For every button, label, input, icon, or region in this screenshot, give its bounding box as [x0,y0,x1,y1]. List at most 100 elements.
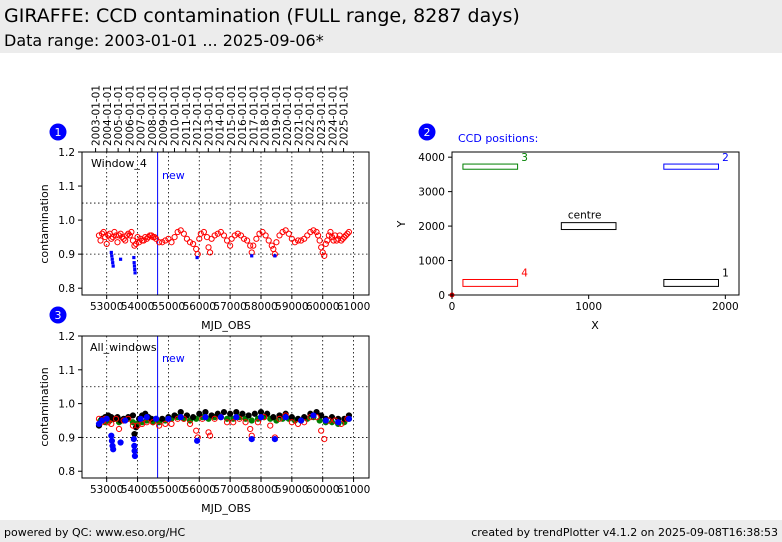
panel-3-new-label: new [162,352,185,365]
data-point [168,239,175,246]
data-point [322,240,329,248]
data-point [270,414,277,421]
top-date-label: 2015-01-01 [226,85,238,146]
x-tick-label: 61000 [337,484,370,496]
data-point [111,228,118,236]
data-point [220,232,228,239]
data-point [217,414,224,421]
data-point [345,228,353,236]
top-date-label: 2024-01-01 [327,85,339,146]
top-date-label: 2004-01-01 [102,85,114,146]
data-point [254,419,262,426]
data-point [145,234,152,241]
data-point [143,414,150,421]
data-point [318,427,325,434]
data-point [316,417,323,424]
data-point [223,419,231,426]
data-range-subtitle: Data range: 2003-01-01 ... 2025-09-06* [4,31,324,50]
data-point [304,232,311,239]
data-point [171,412,178,419]
panel-3-axis-ticks: 5300054000550005600057000580005900060000… [58,331,370,496]
data-point [114,239,121,246]
x-tick-label: 60000 [306,484,339,496]
data-point [102,234,109,241]
data-point [165,235,172,242]
footer-powered-by: powered by QC: www.eso.org/HC [4,526,186,539]
x-tick-label: 54000 [121,484,154,496]
data-point [298,237,305,244]
data-point [248,436,255,443]
data-point [162,420,169,428]
data-point [285,230,292,237]
data-point [288,414,295,421]
data-point [338,237,345,244]
data-point [271,436,278,443]
panel-1-badge-number: 1 [55,126,62,139]
data-point [180,230,187,237]
data-point [341,234,348,241]
data-point [131,242,138,249]
y-tick-label: 1.0 [58,399,75,411]
ccd-region-label: 3 [521,152,528,164]
data-point [149,419,157,426]
data-point [183,412,191,419]
data-point [131,442,138,449]
y-tick-label: 1000 [418,256,445,268]
footer-created-by: created by trendPlotter v4.1.2 on 2025-0… [471,526,778,539]
y-tick-label: 2000 [418,221,445,233]
data-point [110,446,117,453]
data-point [247,242,254,249]
ccd-region-centre [560,222,617,231]
panel-1-new-label: new [162,169,185,182]
panel-3-badge [49,306,67,324]
data-point [206,432,214,439]
data-point [133,271,137,275]
data-point [244,237,251,244]
data-point [132,240,140,248]
data-point [122,417,129,424]
y-tick-label: 3000 [418,187,445,199]
data-point [288,419,295,426]
data-point [152,235,160,242]
data-point [123,232,130,239]
data-point [245,412,252,419]
data-point [282,414,289,421]
data-point [195,255,199,260]
data-point [151,234,158,241]
report-footer: powered by QC: www.eso.org/HC created by… [0,520,782,542]
top-date-label: 2016-01-01 [237,85,249,146]
x-tick-label: 53000 [90,484,123,496]
data-point [129,237,137,244]
data-point [110,257,114,261]
panel-3-badge-number: 3 [55,309,62,322]
data-point [112,415,120,422]
data-point [276,415,283,422]
data-point [316,237,323,244]
data-point [202,414,209,421]
data-point [129,422,137,429]
data-point [279,228,286,236]
ccd-region-label: centre [568,210,602,222]
data-point [208,235,215,242]
data-point [256,230,263,237]
data-point [200,228,207,236]
x-tick-label: 0 [449,301,456,313]
data-point [197,230,204,237]
data-point [247,425,254,433]
data-point [174,228,181,236]
data-point [294,420,302,428]
y-tick-label: 0.9 [58,432,75,444]
data-point [294,237,302,244]
data-point [250,254,254,258]
data-point [117,439,124,446]
data-point [220,408,228,416]
top-date-label: 2013-01-01 [203,85,215,146]
top-date-label: 2017-01-01 [248,85,260,146]
data-point [239,410,246,417]
data-point [120,235,127,242]
top-date-label: 2025-01-01 [339,85,351,146]
top-date-label: 2006-01-01 [124,85,136,146]
report-header: GIRAFFE: CCD contamination (FULL range, … [0,0,782,53]
data-point [137,415,144,422]
top-date-label: 2023-01-01 [316,85,328,146]
